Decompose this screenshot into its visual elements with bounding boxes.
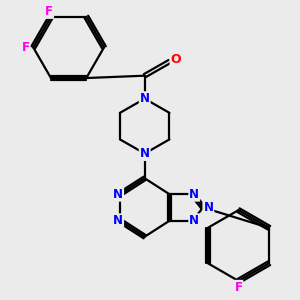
Text: F: F (21, 41, 29, 54)
Text: N: N (140, 92, 150, 105)
Text: F: F (45, 5, 53, 18)
Text: N: N (113, 214, 123, 227)
Text: F: F (235, 281, 242, 294)
Text: N: N (189, 214, 199, 227)
Text: N: N (189, 188, 199, 201)
Text: N: N (140, 147, 150, 160)
Text: O: O (170, 53, 181, 66)
Text: N: N (113, 188, 123, 201)
Text: N: N (203, 201, 213, 214)
